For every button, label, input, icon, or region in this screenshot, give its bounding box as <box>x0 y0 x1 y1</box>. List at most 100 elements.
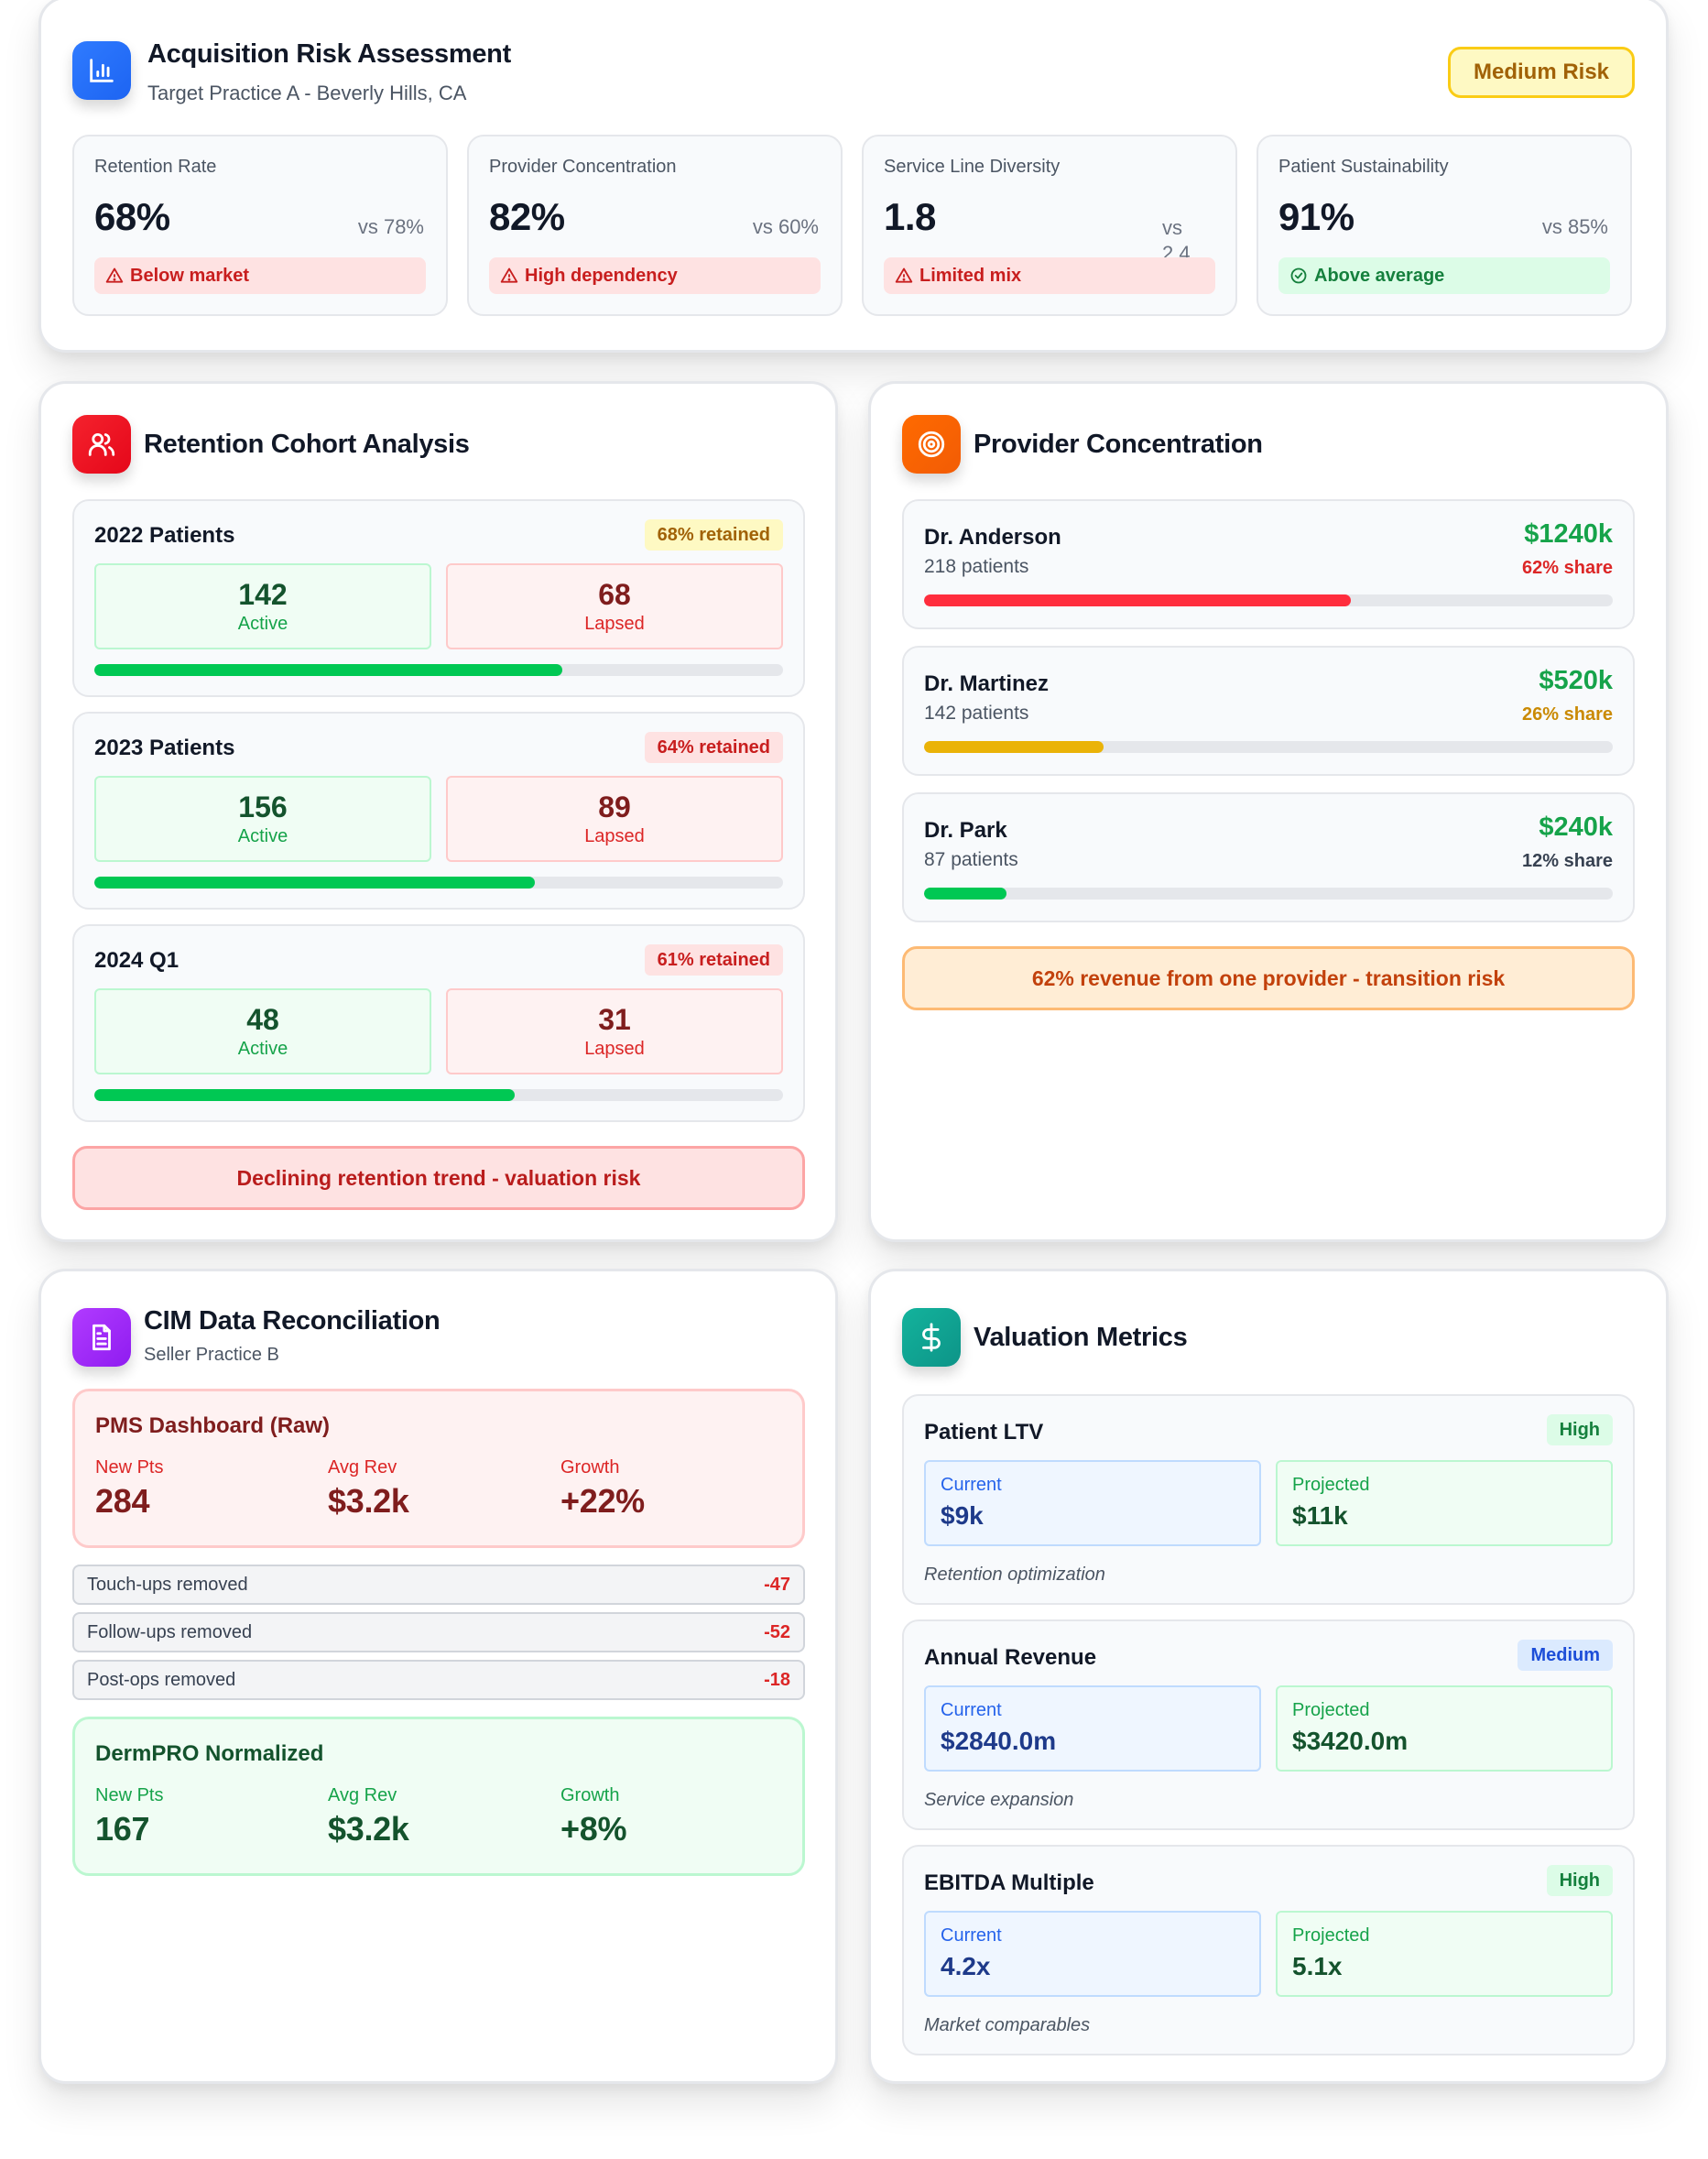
share-bar-fill <box>924 594 1352 606</box>
current-value: $9k <box>941 1501 984 1530</box>
projected-value-box: Projected $11k <box>1276 1460 1613 1546</box>
card-subtitle: Seller Practice B <box>144 1345 279 1365</box>
active-count-box: 48 Active <box>94 988 431 1074</box>
adjustment-row: Touch-ups removed -47 <box>72 1565 805 1605</box>
kpi-status-text: High dependency <box>525 265 678 286</box>
stat-growth: Growth +22% <box>560 1457 645 1521</box>
share-bar <box>924 594 1613 606</box>
retention-cohort-card: Retention Cohort Analysis 2022 Patients … <box>38 381 838 1242</box>
level-badge: Medium <box>1518 1640 1613 1671</box>
stat-value: +8% <box>560 1810 627 1848</box>
metric-row-patient-ltv: Patient LTV High Current $9k Projected $… <box>902 1394 1635 1605</box>
stat-value: +22% <box>560 1482 645 1520</box>
retained-badge: 61% retained <box>644 944 783 976</box>
kpi-card-service-line-diversity: Service Line Diversity 1.8 vs 2.4 Limite… <box>862 135 1237 316</box>
stat-avg-rev: Avg Rev $3.2k <box>328 1785 409 1848</box>
adjustment-row: Post-ops removed -18 <box>72 1660 805 1700</box>
metric-title: Patient LTV <box>924 1420 1044 1445</box>
projected-label: Projected <box>1292 1475 1370 1495</box>
stat-value: $3.2k <box>328 1810 409 1848</box>
document-icon <box>72 1308 131 1367</box>
provider-share: 12% share <box>1522 851 1613 871</box>
projected-value: 5.1x <box>1292 1952 1343 1980</box>
kpi-card-patient-sustainability: Patient Sustainability 91% vs 85% Above … <box>1257 135 1632 316</box>
adjustment-label: Follow-ups removed <box>87 1621 253 1642</box>
valuation-metrics-card: Valuation Metrics Patient LTV High Curre… <box>868 1269 1669 2084</box>
kpi-benchmark: vs 85% <box>1541 215 1608 238</box>
kpi-label: Service Line Diversity <box>884 157 1061 177</box>
share-bar <box>924 741 1613 753</box>
lapsed-count-box: 31 Lapsed <box>446 988 783 1074</box>
kpi-value: 91% <box>1278 195 1354 238</box>
current-value-box: Current $9k <box>924 1460 1261 1546</box>
current-value: $2840.0m <box>941 1727 1057 1755</box>
warning-icon <box>895 267 913 283</box>
current-value: 4.2x <box>941 1952 991 1980</box>
lapsed-label: Lapsed <box>584 1039 645 1059</box>
stat-value: $3.2k <box>328 1482 409 1520</box>
retention-bar <box>94 1089 783 1101</box>
page-subtitle: Target Practice A - Beverly Hills, CA <box>147 82 467 104</box>
kpi-card-retention-rate: Retention Rate 68% vs 78% Below market <box>72 135 448 316</box>
provider-name: Dr. Anderson <box>924 525 1061 550</box>
retention-bar <box>94 877 783 889</box>
kpi-status: Limited mix <box>884 257 1215 294</box>
warning-icon <box>105 267 124 283</box>
active-label: Active <box>237 1039 288 1059</box>
active-count-box: 142 Active <box>94 563 431 649</box>
stat-value: 167 <box>95 1810 150 1848</box>
provider-alert: 62% revenue from one provider - transiti… <box>902 946 1635 1010</box>
kpi-value: 82% <box>489 195 565 238</box>
provider-concentration-card: Provider Concentration Dr. Anderson 218 … <box>868 381 1669 1242</box>
lapsed-label: Lapsed <box>584 826 645 846</box>
kpi-card-provider-concentration: Provider Concentration 82% vs 60% High d… <box>467 135 843 316</box>
adjustment-label: Touch-ups removed <box>87 1574 248 1595</box>
provider-patients: 142 patients <box>924 703 1029 724</box>
share-bar-fill <box>924 741 1104 753</box>
kpi-benchmark: vs 78% <box>357 215 424 238</box>
kpi-status-text: Below market <box>130 265 250 286</box>
provider-share: 62% share <box>1522 558 1613 578</box>
kpi-value: 68% <box>94 195 170 238</box>
kpi-benchmark: vs 2.4 <box>1162 216 1191 263</box>
active-label: Active <box>237 614 288 634</box>
projected-value: $11k <box>1292 1501 1348 1530</box>
retained-badge: 68% retained <box>644 519 783 551</box>
bar-chart-icon <box>72 41 131 100</box>
adjustment-label: Post-ops removed <box>87 1669 236 1690</box>
metric-row-ebitda-multiple: EBITDA Multiple High Current 4.2x Projec… <box>902 1845 1635 2055</box>
kpi-status-text: Limited mix <box>919 265 1022 286</box>
card-title: Retention Cohort Analysis <box>144 430 470 459</box>
dollar-icon <box>902 1308 961 1367</box>
card-title: CIM Data Reconciliation <box>144 1306 441 1336</box>
provider-name: Dr. Martinez <box>924 671 1050 696</box>
page-title: Acquisition Risk Assessment <box>147 39 511 69</box>
provider-row: Dr. Park 87 patients $240k 12% share <box>902 792 1635 922</box>
level-badge: High <box>1546 1414 1613 1445</box>
stat-new-pts: New Pts 167 <box>95 1785 163 1848</box>
cim-reconciliation-card: CIM Data Reconciliation Seller Practice … <box>38 1269 838 2084</box>
retention-alert: Declining retention trend - valuation ri… <box>72 1146 805 1210</box>
kpi-status: Above average <box>1278 257 1610 294</box>
provider-revenue: $240k <box>1539 812 1613 842</box>
current-value-box: Current $2840.0m <box>924 1685 1261 1772</box>
metric-title: Annual Revenue <box>924 1645 1097 1670</box>
kpi-label: Retention Rate <box>94 157 217 177</box>
current-label: Current <box>941 1475 1002 1495</box>
provider-patients: 87 patients <box>924 849 1018 870</box>
provider-share: 26% share <box>1522 704 1613 725</box>
users-icon <box>72 415 131 474</box>
panel-title: DermPRO Normalized <box>95 1741 324 1766</box>
target-icon <box>902 415 961 474</box>
current-label: Current <box>941 1700 1002 1720</box>
panel-title: PMS Dashboard (Raw) <box>95 1413 331 1438</box>
stat-label: Growth <box>560 1457 620 1477</box>
check-circle-icon <box>1290 267 1307 284</box>
lapsed-count-box: 89 Lapsed <box>446 776 783 862</box>
retention-bar-fill <box>94 664 563 676</box>
adjustment-value: -52 <box>764 1621 790 1642</box>
stat-avg-rev: Avg Rev $3.2k <box>328 1457 409 1521</box>
cohort-row: 2022 Patients 68% retained 142 Active 68… <box>72 499 805 697</box>
provider-row: Dr. Martinez 142 patients $520k 26% shar… <box>902 646 1635 776</box>
provider-revenue: $1240k <box>1524 519 1613 549</box>
